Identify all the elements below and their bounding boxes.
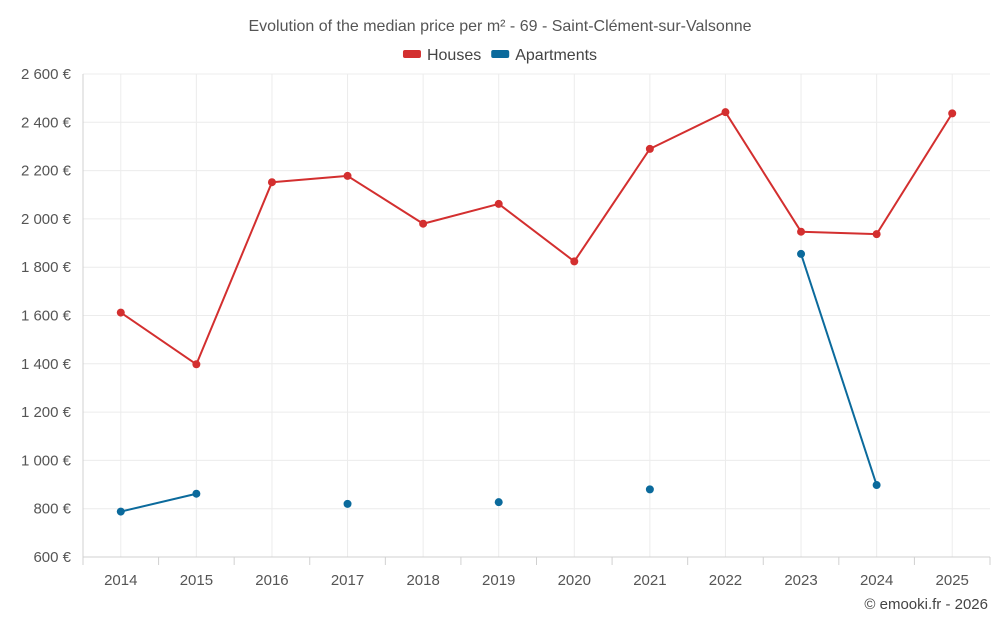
x-tick-label: 2025 (936, 572, 969, 589)
x-tick-label: 2023 (784, 572, 817, 589)
data-point-houses[interactable] (797, 227, 806, 236)
copyright-text: © emooki.fr - 2026 (864, 596, 988, 613)
data-point-houses[interactable] (872, 230, 881, 239)
series-apartments (116, 249, 881, 516)
y-tick-label: 800 € (33, 501, 71, 518)
data-point-houses[interactable] (419, 219, 428, 228)
legend-swatch (491, 50, 510, 58)
data-point-apartments[interactable] (645, 485, 654, 494)
y-tick-label: 1 800 € (21, 259, 72, 276)
data-point-houses[interactable] (494, 199, 503, 208)
series-line-apartments (800, 253, 878, 486)
grid (83, 73, 990, 557)
y-tick-label: 1 200 € (21, 404, 72, 421)
y-tick-label: 2 600 € (21, 66, 72, 83)
x-tick-label: 2014 (104, 572, 137, 589)
x-tick-label: 2022 (709, 572, 742, 589)
series-line-apartments (120, 492, 197, 513)
legend: Houses Apartments (402, 47, 597, 64)
y-tick-label: 600 € (33, 549, 71, 566)
x-tick-label: 2019 (482, 572, 515, 589)
data-point-houses[interactable] (192, 360, 201, 369)
x-tick-label: 2021 (633, 572, 666, 589)
data-point-houses[interactable] (948, 109, 957, 118)
axes: 600 € 800 € 1 000 € 1 200 € 1 400 € 1 600 € 1 … (21, 66, 991, 589)
y-tick-label: 1 600 € (21, 308, 72, 325)
chart-title: Evolution of the median price per m² - 6… (248, 18, 751, 35)
data-point-apartments[interactable] (797, 249, 806, 258)
data-point-houses[interactable] (267, 178, 276, 187)
series-line-houses (120, 111, 954, 366)
data-point-houses[interactable] (570, 257, 579, 266)
data-point-houses[interactable] (645, 144, 654, 153)
legend-label: Houses (427, 47, 481, 64)
legend-item-houses[interactable]: Houses (402, 47, 481, 64)
data-point-houses[interactable] (343, 171, 352, 180)
y-tick-label: 2 000 € (21, 211, 72, 228)
data-point-apartments[interactable] (192, 489, 201, 498)
data-point-apartments[interactable] (116, 507, 125, 516)
data-point-apartments[interactable] (343, 499, 352, 508)
data-point-houses[interactable] (721, 108, 730, 117)
x-tick-label: 2024 (860, 572, 893, 589)
y-tick-label: 1 400 € (21, 356, 72, 373)
x-tick-label: 2017 (331, 572, 364, 589)
series-houses (116, 108, 957, 369)
series-layer (116, 108, 957, 516)
y-tick-label: 1 000 € (21, 452, 72, 469)
x-tick-label: 2020 (558, 572, 591, 589)
y-tick-label: 2 200 € (21, 163, 72, 180)
x-tick-label: 2015 (180, 572, 213, 589)
legend-swatch (402, 50, 421, 58)
data-point-apartments[interactable] (494, 498, 503, 507)
legend-item-apartments[interactable]: Apartments (491, 47, 597, 64)
legend-label: Apartments (515, 47, 597, 64)
x-tick-label: 2018 (406, 572, 439, 589)
data-point-houses[interactable] (116, 308, 125, 317)
y-tick-label: 2 400 € (21, 114, 72, 131)
x-tick-label: 2016 (255, 572, 288, 589)
data-point-apartments[interactable] (872, 481, 881, 490)
